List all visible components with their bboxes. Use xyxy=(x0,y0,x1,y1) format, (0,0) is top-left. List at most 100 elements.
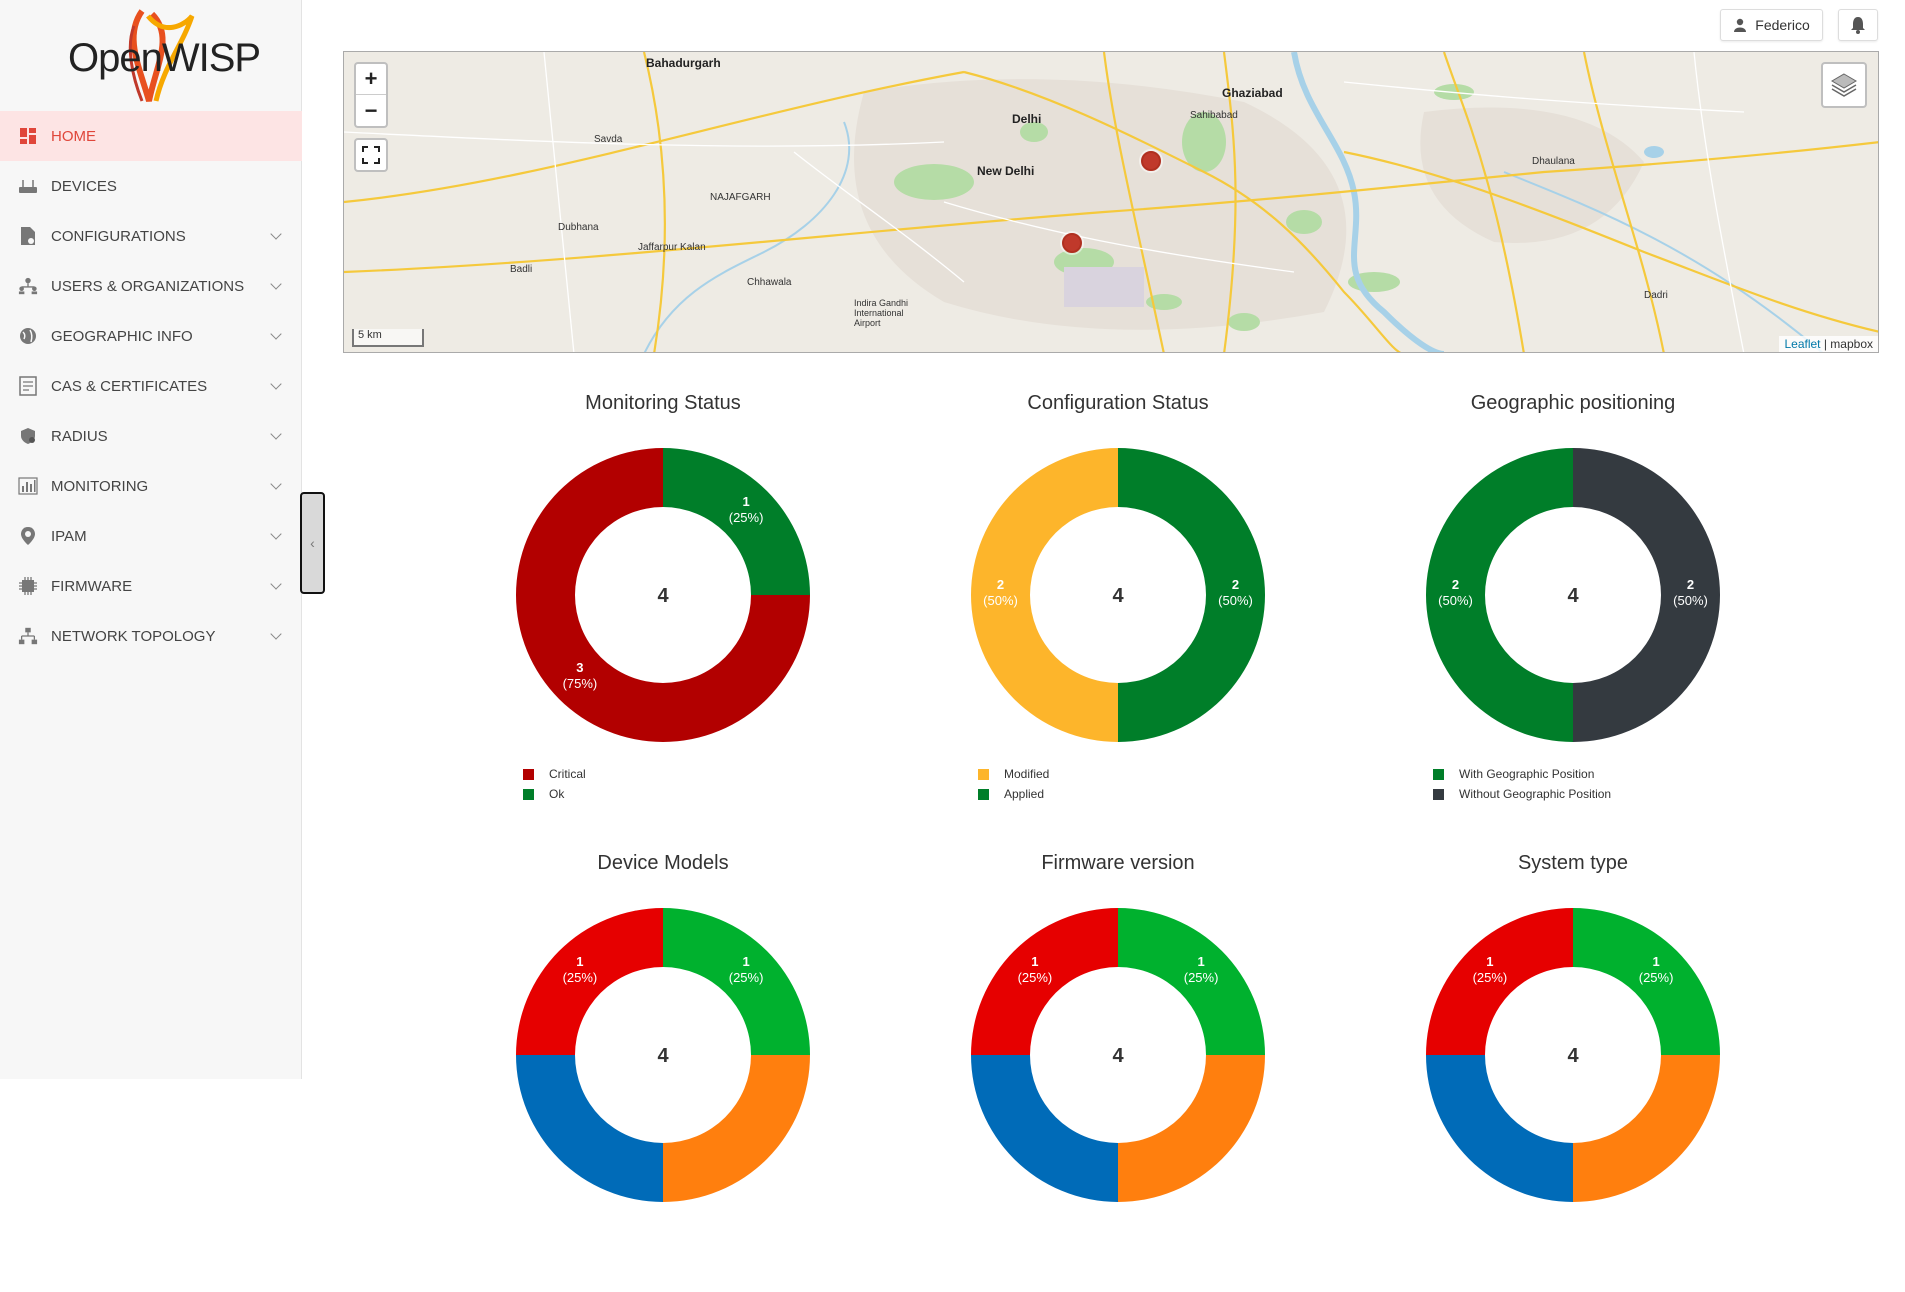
sidebar-item-ipam[interactable]: IPAM xyxy=(0,511,302,561)
chevron-down-icon xyxy=(270,528,282,540)
sidebar-item-label: MONITORING xyxy=(51,477,149,495)
sidebar-item-label: HOME xyxy=(51,127,96,145)
certificate-icon xyxy=(18,376,38,396)
legend-label: Without Geographic Position xyxy=(1459,787,1612,801)
donut-slice[interactable] xyxy=(516,908,663,1055)
donut-slice[interactable] xyxy=(971,1055,1118,1202)
zoom-out-button[interactable]: − xyxy=(364,97,378,123)
sidebar-item-label: CAS & CERTIFICATES xyxy=(51,377,208,395)
fullscreen-icon xyxy=(362,146,380,164)
donut-slice[interactable] xyxy=(1426,1055,1573,1202)
donut-slice[interactable] xyxy=(663,908,810,1055)
chart-geographic: Geographic positioning 2 (50%) 2 (50%) 4 With … xyxy=(1363,392,1783,832)
donut-slice[interactable] xyxy=(1573,1055,1720,1202)
logo-text: OpenWISP xyxy=(68,36,261,80)
sidebar-item-firmware[interactable]: FIRMWARE xyxy=(0,561,302,611)
mapbox-attribution: mapbox xyxy=(1830,337,1873,351)
map-label-delhi: Delhi xyxy=(1012,112,1042,126)
map-scale: 5 km xyxy=(352,329,424,347)
donut-slice[interactable] xyxy=(663,448,810,595)
chart-models: Device Models 1 (25%) 1 (25%) 4 xyxy=(453,852,873,1292)
sidebar-item-home[interactable]: HOME xyxy=(0,111,302,161)
map-label-savda: Savda xyxy=(594,134,623,145)
legend-swatch xyxy=(978,768,989,780)
donut-slice[interactable] xyxy=(1118,1055,1265,1202)
legend-item[interactable]: Applied xyxy=(978,784,1049,804)
donut-slice[interactable] xyxy=(663,1055,810,1202)
donut-slice[interactable] xyxy=(1573,448,1720,742)
slice-count-label: 2 xyxy=(997,577,1004,592)
donut-chart: 1(25%)1(25%)4 xyxy=(1426,908,1720,1202)
chart-title: Monitoring Status xyxy=(585,392,741,414)
zoom-control: + − xyxy=(354,62,388,128)
map-label-airport: Indira Gandhi International Airport xyxy=(854,298,909,328)
slice-percent-label: (50%) xyxy=(983,593,1018,608)
legend-label: Ok xyxy=(549,787,565,801)
sidebar-collapse-button[interactable]: ‹ xyxy=(300,492,325,594)
sidebar-item-label: FIRMWARE xyxy=(51,577,133,595)
slice-count-label: 1 xyxy=(576,954,583,969)
sidebar-item-cas-certificates[interactable]: CAS & CERTIFICATES xyxy=(0,361,302,411)
sidebar-item-geographic-info[interactable]: GEOGRAPHIC INFO xyxy=(0,311,302,361)
sidebar-item-radius[interactable]: RADIUS xyxy=(0,411,302,461)
sidebar-item-label: USERS & ORGANIZATIONS xyxy=(51,277,245,295)
legend-item[interactable]: Without Geographic Position xyxy=(1433,784,1611,804)
sidebar-item-devices[interactable]: DEVICES xyxy=(0,161,302,211)
location-pin-icon xyxy=(18,526,38,546)
legend-item[interactable]: Modified xyxy=(978,764,1049,784)
notifications-button[interactable] xyxy=(1838,9,1878,41)
donut-slice[interactable] xyxy=(1573,908,1720,1055)
donut-center-total: 4 xyxy=(657,1045,669,1067)
slice-percent-label: (50%) xyxy=(1673,593,1708,608)
map-label-ghaziabad: Ghaziabad xyxy=(1222,86,1283,100)
donut-slice[interactable] xyxy=(1426,448,1573,742)
legend-item[interactable]: Critical xyxy=(523,764,586,784)
donut-slice[interactable] xyxy=(971,448,1118,742)
sidebar-item-label: GEOGRAPHIC INFO xyxy=(51,327,193,345)
sidebar-nav: HOME DEVICES CONFIGURATIONS USERS & ORGANIZ… xyxy=(0,111,302,661)
fullscreen-button[interactable] xyxy=(354,138,388,172)
slice-percent-label: (25%) xyxy=(1184,970,1219,985)
sidebar-item-network-topology[interactable]: NETWORK TOPOLOGY xyxy=(0,611,302,661)
user-menu-button[interactable]: Federico xyxy=(1720,9,1823,41)
leaflet-link[interactable]: Leaflet xyxy=(1784,337,1821,351)
sidebar-item-label: CONFIGURATIONS xyxy=(51,227,186,245)
slice-percent-label: (25%) xyxy=(1473,970,1508,985)
layers-control-button[interactable] xyxy=(1821,62,1867,108)
chevron-down-icon xyxy=(270,278,282,290)
sidebar-item-label: NETWORK TOPOLOGY xyxy=(51,627,216,645)
donut-slice[interactable] xyxy=(516,448,810,742)
legend-label: With Geographic Position xyxy=(1459,767,1595,781)
chevron-down-icon xyxy=(270,428,282,440)
donut-slice[interactable] xyxy=(1118,448,1265,742)
file-config-icon xyxy=(18,226,38,246)
devices-map[interactable]: Bahadurgarh Delhi New Delhi Ghaziabad Dh… xyxy=(343,51,1879,353)
chart-system: System type 1 (25%) 1 (25%) 4 xyxy=(1363,852,1783,1292)
donut-center-total: 4 xyxy=(1112,1045,1124,1067)
device-marker[interactable] xyxy=(1141,151,1161,171)
sidebar-item-monitoring[interactable]: MONITORING xyxy=(0,461,302,511)
openwisp-logo[interactable]: OpenWISP xyxy=(64,6,261,106)
slice-percent-label: (25%) xyxy=(563,970,598,985)
slice-count-label: 1 xyxy=(1486,954,1493,969)
user-name: Federico xyxy=(1755,17,1810,33)
donut-slice[interactable] xyxy=(1118,908,1265,1055)
legend-swatch xyxy=(1433,768,1444,780)
legend-item[interactable]: Ok xyxy=(523,784,586,804)
donut-slice[interactable] xyxy=(971,908,1118,1055)
router-icon xyxy=(18,176,38,196)
sidebar-item-configurations[interactable]: CONFIGURATIONS xyxy=(0,211,302,261)
slice-percent-label: (75%) xyxy=(563,676,598,691)
donut-slice[interactable] xyxy=(1426,908,1573,1055)
legend-item[interactable]: With Geographic Position xyxy=(1433,764,1611,784)
chevron-down-icon xyxy=(270,378,282,390)
sidebar-item-users-organizations[interactable]: USERS & ORGANIZATIONS xyxy=(0,261,302,311)
map-label-badli: Badli xyxy=(510,264,533,275)
device-marker[interactable] xyxy=(1062,233,1082,253)
slice-count-label: 1 xyxy=(1197,954,1204,969)
chart-configuration: Configuration Status 2 (50%) 2 (50%) 4 Modifie… xyxy=(908,392,1328,832)
map-tiles xyxy=(344,52,1878,352)
donut-slice[interactable] xyxy=(516,1055,663,1202)
zoom-in-button[interactable]: + xyxy=(356,64,386,95)
slice-count-label: 1 xyxy=(742,954,749,969)
